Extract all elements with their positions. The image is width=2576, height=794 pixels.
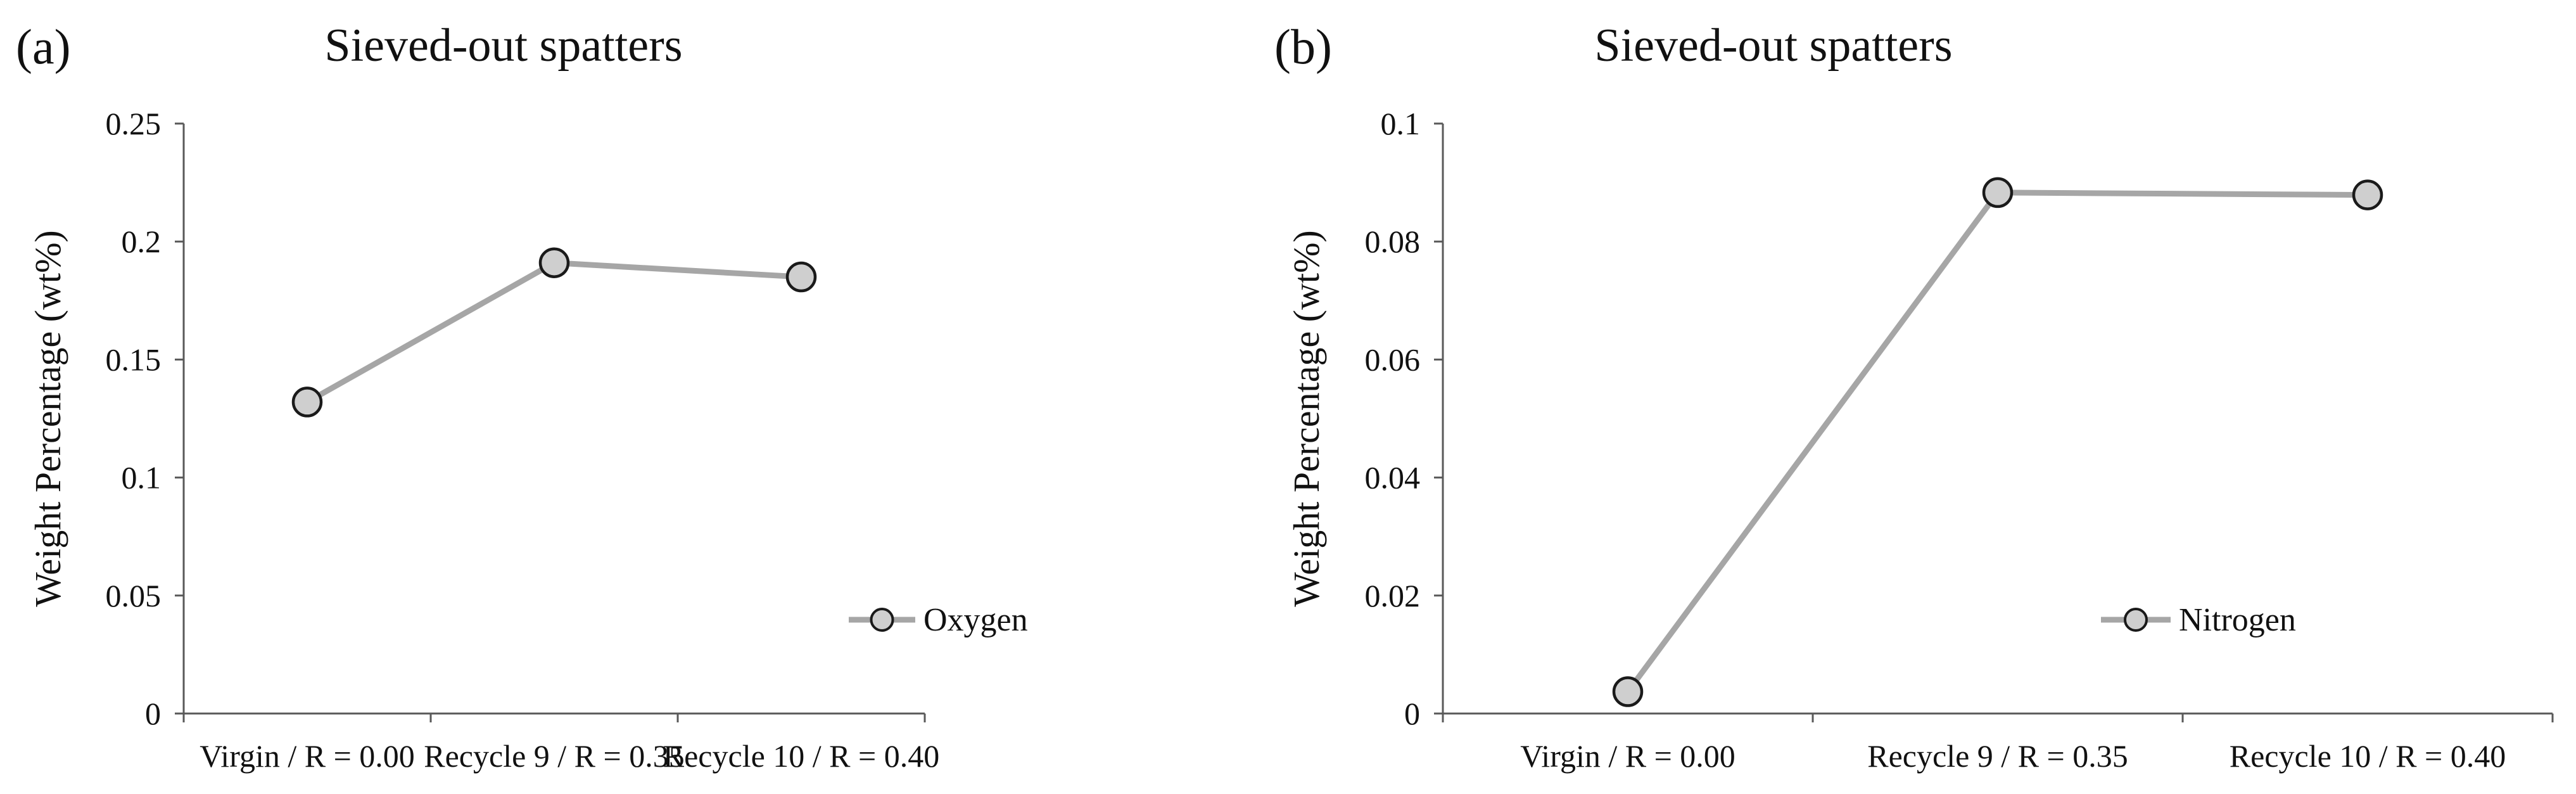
legend: Nitrogen	[2101, 602, 2296, 638]
data-point-1	[1612, 676, 1644, 707]
data-point-3	[785, 261, 817, 293]
legend-marker	[870, 608, 894, 632]
chart-panel-1: (a) Sieved-out spatters 0 0.05 0.1 0.15 0.2 0.2…	[16, 19, 1028, 774]
y-tick-label: 0.08	[1365, 224, 1421, 259]
x-tick-label: Recycle 10 / R = 0.40	[663, 738, 939, 774]
data-point-2	[1982, 177, 2014, 208]
x-tick-label: Recycle 9 / R = 0.35	[424, 738, 684, 774]
x-tick-label: Recycle 9 / R = 0.35	[1867, 738, 2128, 774]
chart-title: Sieved-out spatters	[1594, 20, 1952, 72]
legend-marker	[2124, 608, 2148, 632]
data-point-2	[538, 247, 570, 278]
y-tick-label: 0.2	[122, 224, 162, 259]
x-tick-label: Virgin / R = 0.00	[200, 738, 415, 774]
chart-title: Sieved-out spatters	[324, 20, 682, 72]
legend: Oxygen	[849, 602, 1028, 638]
chart-panel-2: (b) Sieved-out spatters 0 0.02 0.04 0.06 0.08 0…	[1274, 19, 2554, 774]
panel-label: (b)	[1274, 19, 1332, 74]
y-tick-label: 0.25	[106, 106, 162, 141]
y-tick-label: 0	[1404, 696, 1420, 731]
legend-label: Oxygen	[923, 602, 1028, 638]
y-tick-label: 0.06	[1365, 342, 1421, 377]
y-tick-label: 0.15	[106, 342, 162, 377]
y-tick-label: 0	[145, 696, 161, 731]
panel-label: (a)	[16, 19, 71, 74]
legend-label: Nitrogen	[2179, 602, 2296, 638]
x-tick-label: Recycle 10 / R = 0.40	[2230, 738, 2506, 774]
x-tick-label: Virgin / R = 0.00	[1520, 738, 1735, 774]
y-axis-title: Weight Percentage (wt%)	[27, 230, 68, 606]
y-tick-label: 0.05	[106, 578, 162, 613]
y-axis-title: Weight Percentage (wt%)	[1286, 230, 1327, 606]
y-tick-label: 0.1	[1381, 106, 1421, 141]
y-tick-label: 0.02	[1365, 578, 1421, 613]
y-tick-label: 0.1	[122, 460, 162, 496]
data-point-1	[291, 387, 323, 418]
series-line-oxygen	[305, 260, 802, 405]
y-tick-label: 0.04	[1365, 460, 1421, 496]
data-point-3	[2352, 179, 2383, 210]
